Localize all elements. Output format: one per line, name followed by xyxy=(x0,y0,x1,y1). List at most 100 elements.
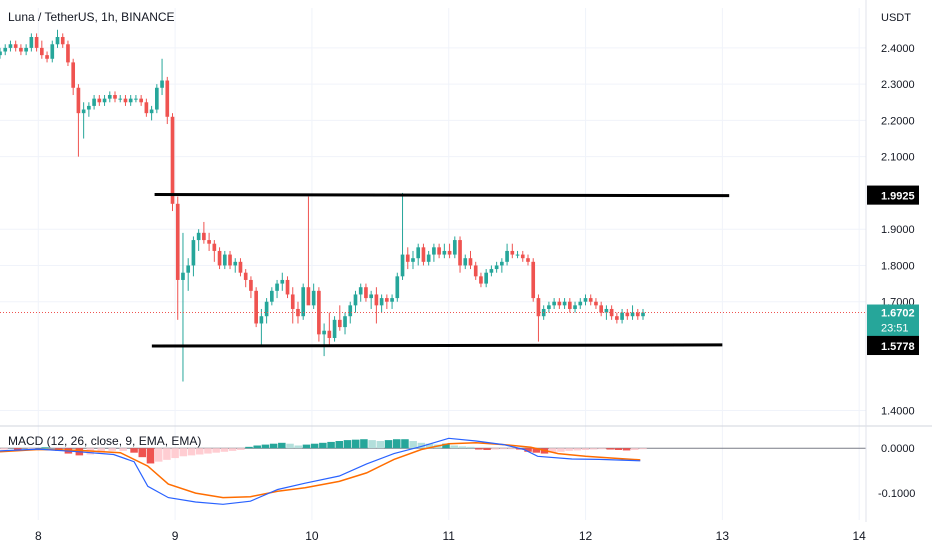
candle xyxy=(128,95,133,106)
candle xyxy=(212,240,217,262)
histogram-bar xyxy=(532,448,541,453)
candle xyxy=(609,305,614,320)
candle xyxy=(275,279,279,299)
candle-body xyxy=(552,301,556,306)
macd-axis[interactable]: 0.0000 -0.1000 xyxy=(878,443,915,500)
candle-body xyxy=(463,258,468,266)
candle-body xyxy=(87,105,91,110)
histogram-bar xyxy=(491,448,500,450)
trend-lines[interactable] xyxy=(151,193,730,348)
histogram-bar xyxy=(565,448,573,451)
candle xyxy=(186,258,191,291)
time-tick-label: 14 xyxy=(852,529,866,543)
candle-body xyxy=(343,316,347,328)
candle-body xyxy=(364,287,368,299)
candle xyxy=(76,84,81,157)
candle-body xyxy=(92,98,96,106)
candle-body xyxy=(306,287,311,306)
candle xyxy=(578,298,583,309)
horizontal-trend-line[interactable] xyxy=(151,343,723,348)
candle-body xyxy=(583,298,588,302)
candle-body xyxy=(243,272,248,280)
candle-body xyxy=(395,276,400,299)
candle xyxy=(222,250,227,270)
candle-body xyxy=(29,37,34,48)
candle xyxy=(149,105,154,121)
candle xyxy=(3,44,8,56)
horizontal-trend-line[interactable] xyxy=(154,193,730,198)
candle xyxy=(447,243,452,259)
candle-body xyxy=(170,116,175,204)
candle-body xyxy=(128,98,133,103)
candle xyxy=(615,312,619,324)
price-pane[interactable] xyxy=(0,8,866,520)
candle-body xyxy=(515,254,520,256)
candle xyxy=(405,247,410,270)
macd-tick-label: -0.1000 xyxy=(878,488,915,500)
histogram-bar xyxy=(108,448,116,451)
histogram-bar xyxy=(261,444,270,449)
histogram-bar xyxy=(351,439,360,449)
candle xyxy=(520,250,525,262)
histogram-bar xyxy=(483,448,491,450)
candle-body xyxy=(165,80,170,117)
candle-body xyxy=(379,298,384,306)
candle xyxy=(620,308,624,324)
candle xyxy=(317,287,321,342)
histogram-bar xyxy=(499,448,508,450)
candle-body xyxy=(264,301,269,317)
candle xyxy=(181,232,185,382)
candle-body xyxy=(270,290,274,302)
macd-line xyxy=(0,437,641,505)
candle-body xyxy=(348,305,353,317)
histogram-bar xyxy=(458,446,467,449)
price-tick-label: 1.8000 xyxy=(881,260,915,272)
candle xyxy=(494,261,499,273)
macd-signal-line xyxy=(0,442,641,499)
candle-body xyxy=(442,250,447,255)
candle-body xyxy=(562,301,567,306)
candle xyxy=(306,196,311,306)
candle-body xyxy=(327,330,332,338)
macd-pane[interactable] xyxy=(0,437,866,505)
candle-body xyxy=(473,265,478,277)
histogram-bar xyxy=(278,442,286,449)
time-axis[interactable]: 8 9 10 11 12 13 14 xyxy=(35,529,866,543)
histogram-bar xyxy=(119,448,127,451)
candle xyxy=(505,243,509,266)
candle-body xyxy=(578,301,583,306)
candle-body xyxy=(416,247,421,259)
price-axis[interactable]: 2.40002.30002.20002.10001.90001.80001.70… xyxy=(881,43,915,418)
candle xyxy=(557,298,562,309)
candle-body xyxy=(405,254,410,262)
candle xyxy=(552,298,556,309)
candle-body xyxy=(468,258,473,266)
candle-body xyxy=(604,308,609,313)
candle-body xyxy=(353,294,358,306)
price-tick-label: 2.4000 xyxy=(881,43,915,55)
candle xyxy=(599,301,604,317)
candle xyxy=(170,113,175,212)
candle xyxy=(379,294,384,313)
candle-body xyxy=(254,290,258,324)
last-price-badge xyxy=(867,304,919,337)
histogram-bar xyxy=(450,445,458,449)
candle xyxy=(426,250,431,266)
candle xyxy=(547,301,551,313)
candle xyxy=(630,305,635,320)
candle xyxy=(327,312,332,346)
candle-countdown: 23:51 xyxy=(881,323,909,335)
candle-body xyxy=(134,98,138,100)
candle xyxy=(421,243,426,266)
histogram-bar xyxy=(187,448,196,456)
candle-body xyxy=(81,109,86,114)
candle xyxy=(625,308,630,320)
candle-body xyxy=(76,87,81,114)
candle xyxy=(364,283,368,302)
candle xyxy=(290,287,295,324)
candle-body xyxy=(228,254,232,266)
candle xyxy=(13,40,18,52)
candle xyxy=(458,236,462,273)
